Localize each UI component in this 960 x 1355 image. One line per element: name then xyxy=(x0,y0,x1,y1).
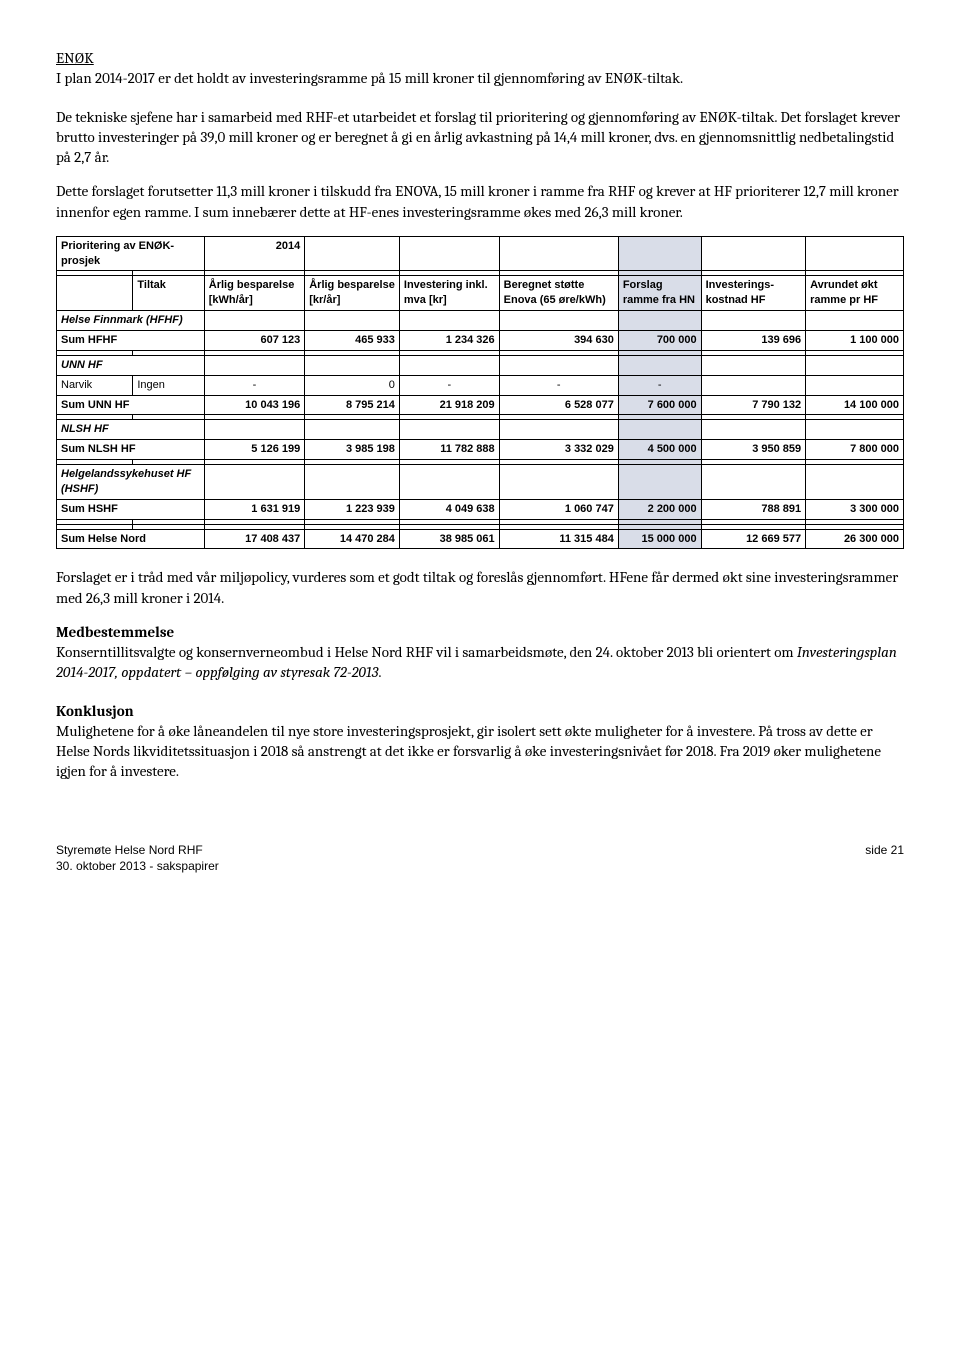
cell: 11 782 888 xyxy=(399,440,499,460)
row-total-label: Sum Helse Nord xyxy=(57,529,205,549)
cell: 21 918 209 xyxy=(399,395,499,415)
row-hfhf-label: Sum HFHF xyxy=(57,330,205,350)
cell: 0 xyxy=(305,375,400,395)
cell: - xyxy=(499,375,618,395)
col-h6: Investerings-kostnad HF xyxy=(701,276,806,311)
cell: 1 100 000 xyxy=(806,330,904,350)
sec-nlsh: NLSH HF xyxy=(57,420,205,440)
col-h2: Årlig besparelse [kr/år] xyxy=(305,276,400,311)
cell: 26 300 000 xyxy=(806,529,904,549)
cell: 2 200 000 xyxy=(618,499,701,519)
cell: 7 790 132 xyxy=(701,395,806,415)
cell: 7 800 000 xyxy=(806,440,904,460)
col-h3: Investering inkl. mva [kr] xyxy=(399,276,499,311)
cell: 12 669 577 xyxy=(701,529,806,549)
cell: 14 470 284 xyxy=(305,529,400,549)
row-narvik-label: Narvik xyxy=(57,375,133,395)
cell: 465 933 xyxy=(305,330,400,350)
para-2: De tekniske sjefene har i samarbeid med … xyxy=(56,107,904,168)
cell: 5 126 199 xyxy=(204,440,304,460)
cell: 1 234 326 xyxy=(399,330,499,350)
cell: 139 696 xyxy=(701,330,806,350)
footer-right: side 21 xyxy=(865,842,904,874)
table-year: 2014 xyxy=(204,236,304,271)
cell: 3 950 859 xyxy=(701,440,806,460)
cell: 607 123 xyxy=(204,330,304,350)
cell: 4 049 638 xyxy=(399,499,499,519)
cell: 38 985 061 xyxy=(399,529,499,549)
cell: - xyxy=(399,375,499,395)
cell: 11 315 484 xyxy=(499,529,618,549)
footer-left-2: 30. oktober 2013 - sakspapirer xyxy=(56,858,219,874)
cell: 3 300 000 xyxy=(806,499,904,519)
heading-konklusjon: Konklusjon xyxy=(56,702,134,720)
table-title: Prioritering av ENØK-prosjek xyxy=(57,236,205,271)
cell: 700 000 xyxy=(618,330,701,350)
cell: 3 332 029 xyxy=(499,440,618,460)
row-hshf-label: Sum HSHF xyxy=(57,499,205,519)
cell: 4 500 000 xyxy=(618,440,701,460)
cell: 1 631 919 xyxy=(204,499,304,519)
enok-table: Prioritering av ENØK-prosjek 2014 Tiltak… xyxy=(56,236,904,550)
cell: - xyxy=(204,375,304,395)
cell: 394 630 xyxy=(499,330,618,350)
para-5a: Konserntillitsvalgte og konsernverneombu… xyxy=(56,643,797,661)
para-6: Mulighetene for å øke låneandelen til ny… xyxy=(56,722,881,781)
cell xyxy=(806,375,904,395)
cell: 6 528 077 xyxy=(499,395,618,415)
para-5c: . xyxy=(378,663,381,681)
col-h4: Beregnet støtte Enova (65 øre/kWh) xyxy=(499,276,618,311)
row-unn-label: Sum UNN HF xyxy=(57,395,205,415)
footer-left-1: Styremøte Helse Nord RHF xyxy=(56,842,219,858)
col-h1: Årlig besparelse [kWh/år] xyxy=(204,276,304,311)
cell: - xyxy=(618,375,701,395)
cell: 1 060 747 xyxy=(499,499,618,519)
cell: 17 408 437 xyxy=(204,529,304,549)
col-blank xyxy=(57,276,133,311)
sec-unn: UNN HF xyxy=(57,355,205,375)
cell: 15 000 000 xyxy=(618,529,701,549)
heading-medbestemmelse: Medbestemmelse xyxy=(56,623,174,641)
cell: 14 100 000 xyxy=(806,395,904,415)
cell xyxy=(701,375,806,395)
cell: 10 043 196 xyxy=(204,395,304,415)
cell: 3 985 198 xyxy=(305,440,400,460)
col-tiltak: Tiltak xyxy=(133,276,204,311)
sec-hfhf: Helse Finnmark (HFHF) xyxy=(57,311,205,331)
col-h7: Avrundet økt ramme pr HF xyxy=(806,276,904,311)
cell: 788 891 xyxy=(701,499,806,519)
cell: 7 600 000 xyxy=(618,395,701,415)
heading-enok: ENØK xyxy=(56,49,94,67)
para-1: I plan 2014-2017 er det holdt av investe… xyxy=(56,69,683,87)
para-4: Forslaget er i tråd med vår miljøpolicy,… xyxy=(56,567,904,608)
cell: 8 795 214 xyxy=(305,395,400,415)
col-h5: Forslag ramme fra HN xyxy=(618,276,701,311)
para-3: Dette forslaget forutsetter 11,3 mill kr… xyxy=(56,181,904,222)
cell: 1 223 939 xyxy=(305,499,400,519)
row-nlsh-label: Sum NLSH HF xyxy=(57,440,205,460)
sec-hshf: Helgelandssykehuset HF (HSHF) xyxy=(57,465,205,500)
row-narvik-tiltak: Ingen xyxy=(133,375,204,395)
